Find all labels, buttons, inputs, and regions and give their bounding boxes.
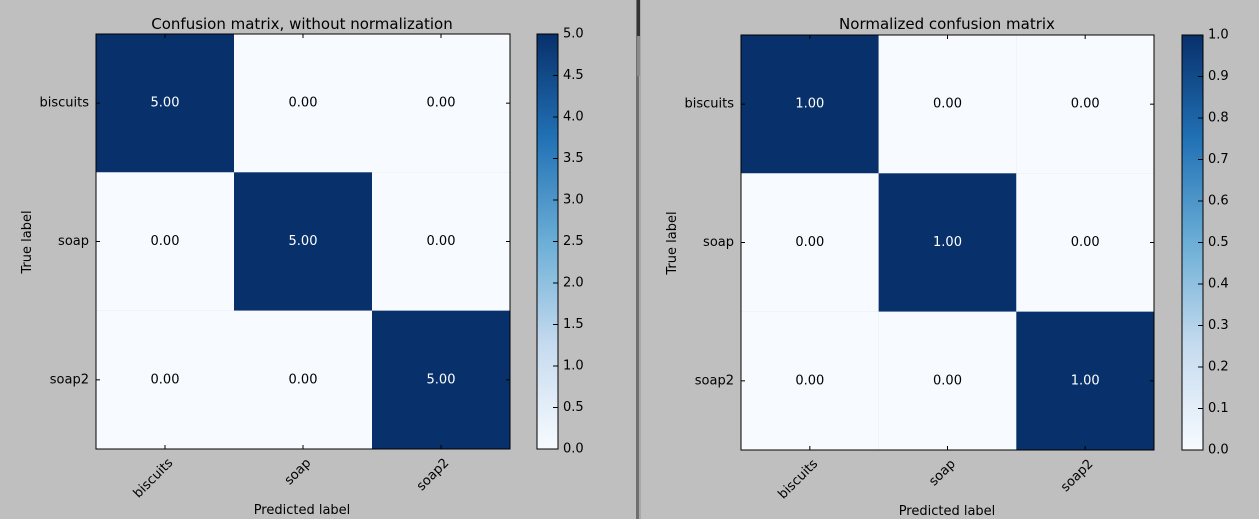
colorbar-tick-label: 2.5 xyxy=(563,234,584,249)
matrix-cell xyxy=(96,34,234,173)
cell-value-label: 0.00 xyxy=(933,97,962,112)
x-axis-label: Predicted label xyxy=(254,503,351,518)
cell-value-label: 1.00 xyxy=(1071,373,1100,388)
colorbar-tick-label: 0.9 xyxy=(1208,69,1229,84)
y-tick-label: biscuits xyxy=(39,96,89,111)
confusion-matrix-normalized: Normalized confusion matrix 1.00 0.00 0.00… xyxy=(665,15,1229,519)
y-axis-label: True label xyxy=(20,210,35,274)
x-tick-label: biscuits xyxy=(776,457,822,503)
x-axis-label: Predicted label xyxy=(899,504,996,519)
colorbar-tick-label: 5.0 xyxy=(563,27,584,42)
cell-value-label: 0.00 xyxy=(1071,235,1100,250)
colorbar-tick-label: 0.6 xyxy=(1208,194,1229,209)
y-tick-label: biscuits xyxy=(684,97,734,112)
matrix-cell xyxy=(234,172,372,311)
y-tick-label: soap xyxy=(703,235,734,250)
matrix-cell xyxy=(741,35,879,174)
cell-value-label: 0.00 xyxy=(289,372,318,387)
x-tick-label: soap2 xyxy=(414,456,452,494)
colorbar-tick-label: 0.7 xyxy=(1208,152,1229,167)
matrix-cells: 5.00 0.00 0.00 0.00 5.00 0.00 0.00 0.00 5.00 xyxy=(96,34,510,449)
splitter-handle[interactable] xyxy=(637,0,640,36)
matrix-cell xyxy=(878,35,1017,174)
y-tick-label: soap xyxy=(58,234,89,249)
matrix-cell xyxy=(96,310,234,449)
x-tick-label: soap xyxy=(926,457,958,489)
x-tick-label: biscuits xyxy=(131,456,177,502)
matrix-cell xyxy=(234,34,372,173)
matrix-cell xyxy=(372,34,510,173)
matrix-cell xyxy=(741,311,879,450)
y-axis-label: True label xyxy=(665,211,680,275)
matrix-cell xyxy=(878,311,1017,450)
panel-divider-highlight xyxy=(639,0,641,519)
matrix-cell xyxy=(1016,311,1154,450)
cell-value-label: 5.00 xyxy=(151,96,180,111)
cell-value-label: 0.00 xyxy=(151,234,180,249)
cell-value-label: 0.00 xyxy=(795,373,824,388)
colorbar-tick-label: 0.0 xyxy=(1208,443,1229,458)
chart-title: Normalized confusion matrix xyxy=(839,15,1055,33)
matrix-cell xyxy=(1016,35,1154,174)
cell-value-label: 0.00 xyxy=(933,373,962,388)
colorbar-tick-label: 0.1 xyxy=(1208,401,1229,416)
matrix-cell xyxy=(372,310,510,449)
matrix-cell xyxy=(372,172,510,311)
matrix-cell xyxy=(741,173,879,312)
cell-value-label: 5.00 xyxy=(289,234,318,249)
y-tick-label: soap2 xyxy=(695,373,734,388)
cell-value-label: 5.00 xyxy=(427,372,456,387)
cell-value-label: 0.00 xyxy=(427,96,456,111)
matrix-cell xyxy=(234,310,372,449)
colorbar-tick-label: 0.2 xyxy=(1208,360,1229,375)
colorbar-tick-label: 4.0 xyxy=(563,110,584,125)
colorbar-tick-label: 3.0 xyxy=(563,193,584,208)
confusion-matrix-raw: Confusion matrix, without normalization … xyxy=(20,15,584,518)
matrix-cells: 1.00 0.00 0.00 0.00 1.00 0.00 0.00 0.00 1.00 xyxy=(741,35,1154,450)
cell-value-label: 1.00 xyxy=(933,235,962,250)
cell-value-label: 0.00 xyxy=(289,96,318,111)
colorbar: 0.0 0.1 0.2 0.3 0.4 0.5 0.6 0.7 0.8 0.9 1.0 xyxy=(1181,28,1229,458)
colorbar-tick-label: 0.3 xyxy=(1208,318,1229,333)
y-tick-label: soap2 xyxy=(50,372,89,387)
colorbar-tick-label: 2.0 xyxy=(563,276,584,291)
splitter-track xyxy=(637,36,640,76)
cell-value-label: 0.00 xyxy=(151,372,180,387)
x-tick-label: soap2 xyxy=(1058,457,1096,495)
colorbar-tick-label: 0.5 xyxy=(1208,235,1229,250)
matrix-cell xyxy=(96,172,234,311)
cell-value-label: 0.00 xyxy=(1071,97,1100,112)
chart-title: Confusion matrix, without normalization xyxy=(151,15,453,33)
cell-value-label: 0.00 xyxy=(795,235,824,250)
colorbar-tick-label: 0.8 xyxy=(1208,111,1229,126)
cell-value-label: 0.00 xyxy=(427,234,456,249)
colorbar-gradient xyxy=(1182,35,1203,450)
colorbar-tick-label: 0.5 xyxy=(563,400,584,415)
cell-value-label: 1.00 xyxy=(795,97,824,112)
colorbar-tick-label: 3.5 xyxy=(563,151,584,166)
colorbar-tick-label: 1.5 xyxy=(563,317,584,332)
matrix-cell xyxy=(1016,173,1154,312)
matrix-cell xyxy=(878,173,1017,312)
colorbar-tick-label: 1.0 xyxy=(1208,28,1229,43)
x-tick-label: soap xyxy=(282,456,314,488)
colorbar-tick-label: 1.0 xyxy=(563,359,584,374)
colorbar: 0.0 0.5 1.0 1.5 2.0 2.5 3.0 3.5 4.0 4.5 5.0 xyxy=(536,27,584,457)
colorbar-gradient xyxy=(537,34,558,449)
colorbar-tick-label: 0.0 xyxy=(563,442,584,457)
panel-divider xyxy=(636,0,640,519)
colorbar-tick-label: 0.4 xyxy=(1208,277,1229,292)
colorbar-tick-label: 4.5 xyxy=(563,68,584,83)
